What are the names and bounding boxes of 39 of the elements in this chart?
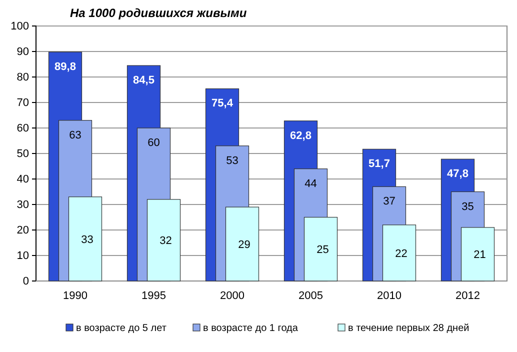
y-tick-label: 90 <box>16 46 29 58</box>
y-tick-label: 70 <box>16 97 29 110</box>
x-tick-label: 1995 <box>142 290 166 302</box>
data-label: 51,7 <box>368 158 390 170</box>
data-label: 35 <box>462 200 474 213</box>
y-tick-label: 50 <box>16 148 29 160</box>
y-tick-label: 40 <box>16 174 29 186</box>
y-tick-label: 20 <box>16 224 29 237</box>
x-tick-label: 1990 <box>63 290 88 302</box>
legend-label: в возрасте до 1 года <box>203 323 298 334</box>
y-tick-label: 100 <box>10 20 29 33</box>
legend-label: в возрасте до 5 лет <box>76 323 167 334</box>
x-tick-label: 2010 <box>377 290 402 302</box>
x-tick-label: 2005 <box>298 290 323 302</box>
y-tick-label: 60 <box>16 122 29 135</box>
data-label: 29 <box>238 239 250 252</box>
y-tick-label: 0 <box>22 276 29 288</box>
data-label: 53 <box>226 154 238 167</box>
data-label: 22 <box>395 248 408 260</box>
x-tick-label: 2000 <box>220 290 244 302</box>
data-label: 89,8 <box>54 61 76 74</box>
y-tick-label: 30 <box>16 199 29 212</box>
data-label: 47,8 <box>447 168 468 180</box>
data-label: 62,8 <box>290 130 312 142</box>
legend-label: в течение первых 28 дней <box>348 323 470 334</box>
data-label: 75,4 <box>212 98 234 110</box>
y-tick-label: 80 <box>16 72 29 84</box>
chart-title: На 1000 родившихся живыми <box>70 6 248 20</box>
data-label: 32 <box>160 235 172 248</box>
data-label: 21 <box>474 249 486 262</box>
data-label: 25 <box>316 244 329 256</box>
data-label: 60 <box>148 137 160 149</box>
data-label: 37 <box>383 196 396 208</box>
data-label: 84,5 <box>133 74 154 87</box>
data-label: 63 <box>69 129 82 142</box>
data-label: 44 <box>304 178 317 190</box>
data-label: 33 <box>81 234 94 246</box>
x-tick-label: 2012 <box>456 290 480 302</box>
y-tick-label: 10 <box>16 250 29 262</box>
